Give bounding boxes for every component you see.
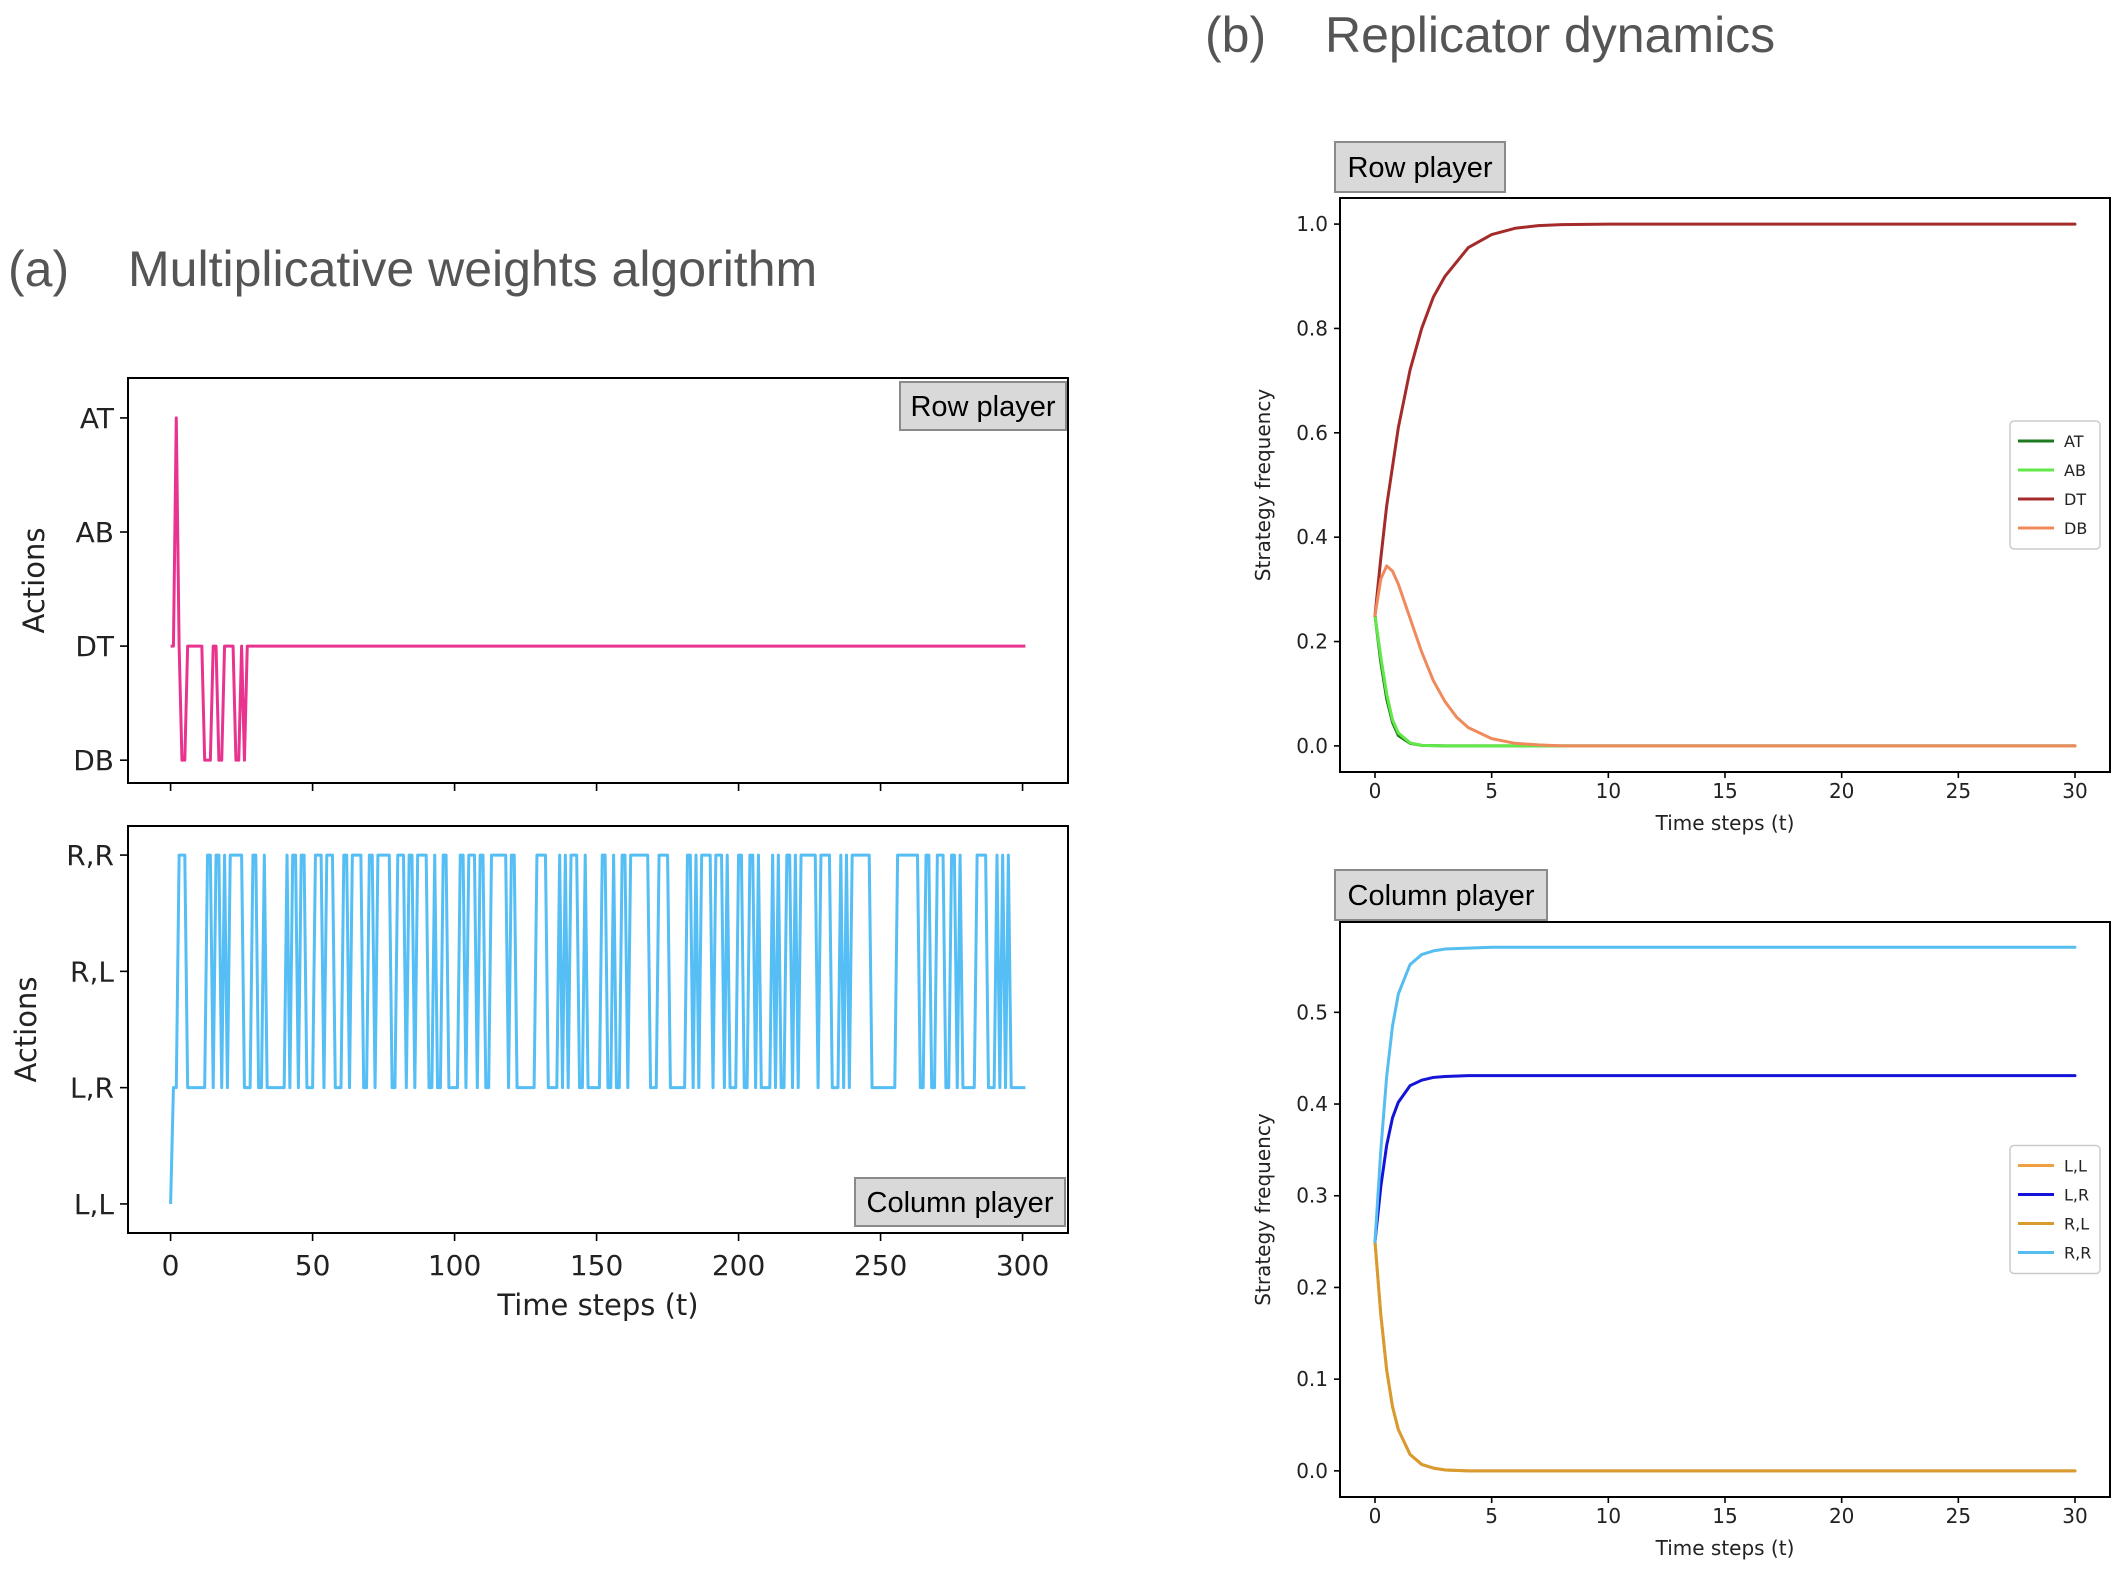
panel-b-letter: (b)	[1205, 7, 1267, 63]
rd-row-xlabel: Time steps (t)	[1655, 811, 1795, 835]
rd-col-xtick-label-3: 15	[1712, 1504, 1737, 1528]
rd-col-ytick-label-2: 0.2	[1296, 1275, 1328, 1299]
rd-row-xtick-label-0: 0	[1369, 779, 1382, 803]
rd-col-series-RR	[1373, 945, 2077, 1244]
mwa-col-chart: 0 50 100 150 200 250 300 R,R R,L L,R L,L Time steps…	[9, 825, 1069, 1322]
mwa-col-ylabel: Actions	[9, 977, 43, 1083]
panel-a-letter: (a)	[8, 241, 70, 297]
rd-row-ytick-label-0: 0.0	[1296, 734, 1328, 758]
rd-row-series-DB	[1373, 564, 2077, 748]
mwa-col-tag: Column player	[867, 1187, 1054, 1219]
rd-col-chart: 0 5 10 15 20 25 30 0.0 0.1 0.2 0.3 0.4 0.5 Time steps…	[1251, 869, 2111, 1560]
mwa-row-ytick-label-3: DB	[73, 744, 114, 777]
rd-row-xtick-label-4: 20	[1829, 779, 1854, 803]
rd-row-xtick-label-1: 5	[1485, 779, 1498, 803]
mwa-row-ytick-label-1: AB	[76, 516, 114, 549]
rd-col-series-RL	[1373, 1240, 2077, 1473]
rd-row-series-DT	[1373, 222, 2077, 617]
rd-row-ytick-label-2: 0.4	[1296, 525, 1328, 549]
rd-col-ytick-label-1: 0.1	[1296, 1367, 1328, 1391]
mwa-row-ylabel: Actions	[17, 528, 51, 634]
mwa-col-xtick-label-2: 100	[428, 1249, 481, 1282]
rd-row-xtick-label-2: 10	[1596, 779, 1621, 803]
rd-col-legend	[2009, 1144, 2101, 1275]
mwa-col-xtick-label-0: 0	[162, 1249, 180, 1282]
mwa-col-xtick-label-5: 250	[854, 1249, 907, 1282]
rd-col-ytick-label-0: 0.0	[1296, 1459, 1328, 1483]
mwa-col-plot-frame	[127, 825, 1069, 1234]
rd-col-ytick-label-5: 0.5	[1296, 1000, 1328, 1024]
rd-col-ytick-label-4: 0.4	[1296, 1092, 1328, 1116]
rd-col-legend-label-0: L,L	[2064, 1157, 2087, 1176]
mwa-row-chart: AT AB DT DB Actions Row player	[17, 377, 1069, 791]
mwa-col-xlabel: Time steps (t)	[496, 1288, 698, 1322]
rd-col-series-LR	[1373, 1074, 2077, 1244]
mwa-row-tag-box	[899, 381, 1067, 431]
rd-col-xtick-label-6: 30	[2062, 1504, 2087, 1528]
rd-row-xtick-label-3: 15	[1712, 779, 1737, 803]
rd-row-legend	[2009, 420, 2101, 550]
rd-row-xtick-label-6: 30	[2062, 779, 2087, 803]
mwa-col-xtick-label-4: 200	[712, 1249, 765, 1282]
mwa-col-ytick-label-3: L,L	[74, 1188, 115, 1221]
mwa-row-tag: Row player	[910, 391, 1055, 423]
rd-row-ytick-label-4: 0.8	[1296, 316, 1328, 340]
rd-row-ytick-label-5: 1.0	[1296, 212, 1328, 236]
rd-col-xtick-label-0: 0	[1369, 1504, 1382, 1528]
mwa-col-ytick-label-2: L,R	[70, 1072, 114, 1105]
rd-col-xtick-label-2: 10	[1596, 1504, 1621, 1528]
rd-col-ylabel: Strategy frequency	[1251, 1113, 1275, 1306]
mwa-col-tag-box	[854, 1177, 1066, 1227]
rd-row-legend-label-0: AT	[2064, 432, 2084, 451]
rd-col-legend-label-3: R,R	[2064, 1244, 2091, 1263]
panel-b-heading: (b) Replicator dynamics	[1205, 6, 1775, 64]
rd-col-series-LL	[1373, 1240, 2077, 1473]
rd-col-xtick-label-4: 20	[1829, 1504, 1854, 1528]
rd-col-tag: Column player	[1348, 880, 1535, 912]
mwa-row-ytick-label-0: AT	[80, 402, 115, 435]
rd-row-series-AT	[1373, 613, 2077, 748]
panel-a-heading: (a) Multiplicative weights algorithm	[8, 240, 817, 298]
rd-col-plot-frame	[1339, 921, 2111, 1498]
panel-b-title: Replicator dynamics	[1325, 7, 1776, 63]
rd-col-tag-box	[1334, 869, 1548, 921]
rd-row-legend-label-3: DB	[2064, 519, 2087, 538]
rd-row-tag-box	[1334, 141, 1506, 193]
rd-row-ylabel: Strategy frequency	[1251, 389, 1275, 582]
rd-col-xtick-label-1: 5	[1485, 1504, 1498, 1528]
rd-row-legend-label-1: AB	[2064, 461, 2086, 480]
rd-row-tag: Row player	[1347, 152, 1492, 184]
mwa-col-ytick-label-0: R,R	[66, 839, 114, 872]
rd-row-xtick-label-5: 25	[1946, 779, 1971, 803]
rd-row-chart: 0 5 10 15 20 25 30 0.0 0.2 0.4 0.6 0.8 1.0 Time steps…	[1251, 141, 2111, 835]
mwa-row-plot-frame	[127, 377, 1069, 784]
mwa-row-ytick-label-2: DT	[75, 630, 115, 663]
mwa-row-series-action	[170, 416, 1026, 762]
rd-col-xtick-label-5: 25	[1946, 1504, 1971, 1528]
rd-row-legend-label-2: DT	[2064, 490, 2086, 509]
rd-col-legend-label-2: R,L	[2064, 1215, 2089, 1234]
mwa-col-xtick-label-1: 50	[295, 1249, 331, 1282]
rd-col-ytick-label-3: 0.3	[1296, 1184, 1328, 1208]
rd-row-plot-frame	[1339, 197, 2111, 773]
rd-row-ytick-label-3: 0.6	[1296, 421, 1328, 445]
rd-row-series-AB	[1373, 613, 2077, 748]
mwa-col-xtick-label-3: 150	[570, 1249, 623, 1282]
mwa-col-series-action	[169, 853, 1026, 1204]
rd-row-ytick-label-1: 0.2	[1296, 630, 1328, 654]
mwa-col-ytick-label-1: R,L	[70, 955, 114, 988]
rd-col-legend-label-1: L,R	[2064, 1186, 2089, 1205]
rd-col-xlabel: Time steps (t)	[1655, 1536, 1795, 1560]
mwa-col-xtick-label-6: 300	[996, 1249, 1049, 1282]
panel-a-title: Multiplicative weights algorithm	[128, 241, 818, 297]
